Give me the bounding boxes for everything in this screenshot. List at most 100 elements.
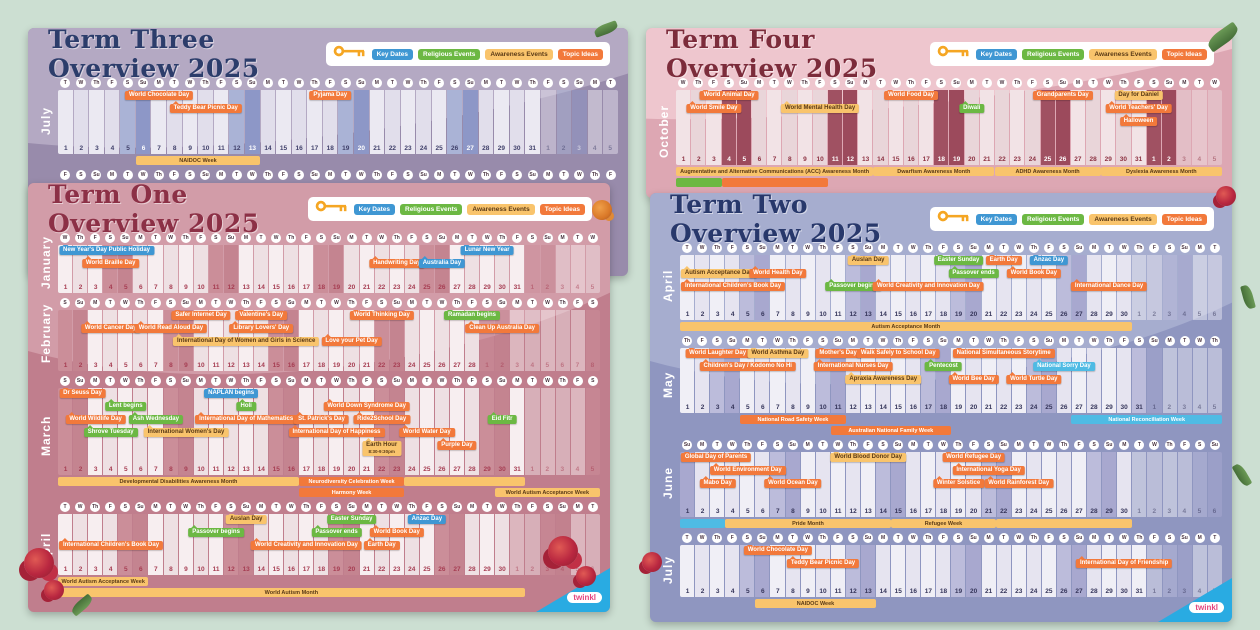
event-label: St. Patrick's Day [294, 411, 349, 425]
legend-chip-topic-ideas: Topic Ideas [539, 203, 585, 215]
day-cell [891, 545, 906, 597]
day-number: 1 [63, 145, 68, 152]
day-number: 6 [1212, 311, 1217, 318]
legend-chip-key-dates: Key Dates [975, 213, 1017, 225]
day-cell [1132, 545, 1147, 597]
dow-letter: Su [787, 439, 798, 450]
day-numbers-row: 1 2 3 4 5 6 7 8 9 10 11 12 13 14 15 16 17 18 19 20 21 22 23 24 2… [680, 507, 1222, 516]
day-number: 24 [1030, 311, 1038, 318]
dow-letter: W [292, 76, 307, 89]
dow-letter: Su [135, 501, 146, 512]
dow-letter: T [276, 76, 291, 89]
event-label: Easter Sunday [933, 255, 984, 266]
dow-letter: F [936, 531, 950, 544]
day-numbers-row: 1 2 3 4 5 6 7 8 9 10 11 12 13 14 15 16 17 18 19 20 21 22 23 24 2… [676, 155, 1222, 164]
month-grid: S Su M T W Th F S Su M T W Th F S Su M T W Th F S Su M T W Th F S Su M… [58, 296, 600, 371]
day-number: 15 [894, 404, 902, 411]
dow-letter: W [58, 231, 72, 244]
event-label: International Yoga Day [952, 462, 1025, 476]
day-cell [73, 90, 89, 154]
flower-icon [24, 548, 54, 578]
day-number: 5 [1212, 156, 1217, 163]
awareness-bar-row: NAIDOC Week [58, 156, 618, 165]
day-number: 29 [483, 566, 491, 573]
dow-letter: T [254, 231, 268, 244]
day-number: 13 [242, 566, 250, 573]
day-cell [695, 545, 710, 597]
day-number: 1 [681, 156, 686, 163]
day-number: 6 [560, 362, 565, 369]
day-number: 10 [197, 362, 205, 369]
dow-letter: W [164, 231, 178, 244]
month-row-partial: F S Su M T W Th F S Su M T W Th F S Su M T W Th F S Su M T W Th F S Su… [34, 168, 618, 182]
day-number: 23 [1015, 404, 1023, 411]
day-number: 26 [1060, 588, 1068, 595]
dow-letter: Th [135, 375, 146, 386]
dow-letter: Th [200, 77, 211, 88]
awareness-bar-row: Harmony Week World Autism Acceptance Week [58, 488, 600, 497]
dow-letter: F [831, 531, 845, 544]
day-cell [1011, 545, 1026, 597]
day-number: 25 [423, 284, 431, 291]
day-number: 28 [482, 145, 490, 152]
dow-letter: F [148, 296, 162, 309]
dow-letter: F [105, 76, 120, 89]
card-inner: Term One Overview 2025 Key Dates Religious… [28, 183, 610, 597]
event-label-text: Passover begins [192, 529, 240, 535]
dow-letters-row: S Su M T W Th F S Su M T W Th F S Su M T W Th F S Su M T W Th F S Su M… [58, 296, 600, 309]
dow-letter: W [1117, 241, 1131, 254]
dow-letter: W [463, 168, 478, 181]
event-label-text: Ride2School Day [357, 416, 407, 422]
dow-letter: T [755, 334, 769, 347]
dow-letter: S [58, 374, 72, 387]
day-cell [163, 514, 178, 575]
bar-dwarfism-awareness-month: Dwarfism Awareness Month [873, 167, 995, 176]
day-number: 9 [806, 311, 810, 318]
day-number: 15 [279, 145, 288, 152]
dow-letter: Su [391, 375, 402, 386]
dow-letter: T [148, 231, 162, 244]
event-label: Safer Internet Day [171, 310, 231, 321]
month-row-july: July T W Th F S Su M T W Th F S Su M T W Th F S Su M T W Th F S Su M… [34, 76, 618, 165]
dow-letter: M [1087, 531, 1101, 544]
day-number: 10 [819, 404, 827, 411]
day-number: 21 [985, 508, 993, 515]
day-cell [800, 348, 815, 413]
day-number: 22 [1000, 404, 1008, 411]
event-label: International Dance Day [1070, 278, 1148, 292]
dow-letter: Th [1134, 532, 1145, 543]
dow-letter: T [525, 296, 539, 309]
day-cell [359, 245, 374, 293]
day-number: 28 [1090, 404, 1098, 411]
event-label-text: World Blood Donor Day [834, 454, 902, 460]
day-cell [238, 245, 254, 293]
event-label: World Blood Donor Day [830, 452, 906, 463]
dow-letter: F [1178, 438, 1192, 451]
day-number: 26 [438, 284, 446, 291]
day-number: 4 [1197, 404, 1202, 411]
card-header: Term Four Overview 2025 Key Dates Religiou… [652, 28, 1222, 83]
dow-letter: W [510, 76, 525, 89]
legend: Key Dates Religious Events Awareness Event… [307, 197, 592, 221]
day-number: 14 [257, 566, 265, 573]
dow-letter: Th [893, 335, 904, 346]
day-number: 5 [126, 145, 130, 152]
dow-letter: F [254, 296, 268, 309]
day-number: 29 [483, 284, 491, 291]
day-number: 4 [108, 566, 113, 573]
event-label-text: Australia Day [422, 260, 462, 266]
dow-letter: S [480, 374, 494, 387]
event-label-text: Lunar New Year [464, 247, 510, 253]
leaf-icon [1240, 284, 1256, 310]
day-cell [1056, 452, 1072, 517]
dow-letters-row: F S Su M T W Th F S Su M T W Th F S Su M T W Th F S Su M T W Th F S Su… [58, 168, 618, 181]
day-cell [1207, 452, 1222, 517]
day-cell [815, 255, 830, 320]
events-layer: Auslan Day Easter Sunday Earth Day Anzac Da… [680, 255, 1222, 310]
day-number: 2 [530, 566, 535, 573]
flower-icon [642, 552, 662, 572]
day-cell [404, 310, 419, 371]
dow-letter: W [695, 531, 709, 544]
day-number: 2 [700, 311, 705, 318]
day-cell [525, 514, 540, 575]
